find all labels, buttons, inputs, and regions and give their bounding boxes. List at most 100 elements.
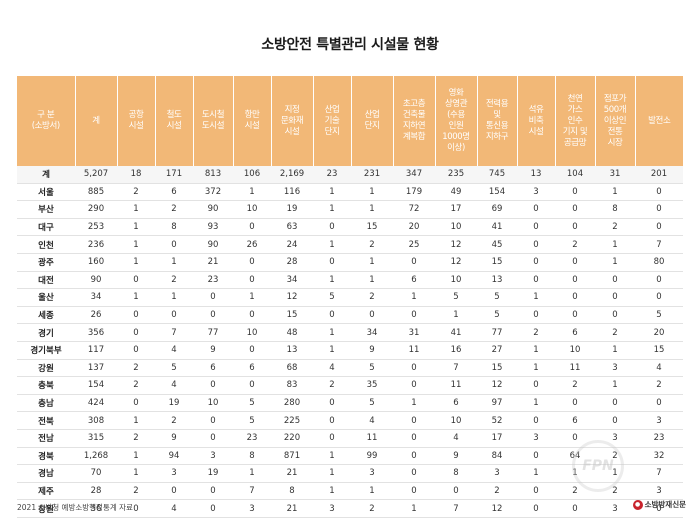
table-cell: 0: [233, 253, 271, 272]
table-cell: 356: [75, 323, 117, 342]
table-cell: 77: [477, 323, 517, 342]
table-row: 광주 160 1 1 21 0 28 0 1 0 12 15 0 0 1 80: [17, 253, 683, 272]
table-cell: 1: [393, 288, 435, 307]
table-cell: 9: [435, 447, 477, 466]
table-cell: 1: [595, 235, 635, 254]
table-cell: 4: [155, 499, 193, 518]
table-cell: 0: [595, 411, 635, 430]
column-header: 초고층 건축물 지하연 계복합: [393, 76, 436, 166]
table-row: 경기북부 117 0 4 9 0 13 1 9 11 16 27 1 10 1 15: [17, 341, 683, 360]
table-cell: 0: [393, 359, 435, 378]
row-label: 강원: [17, 359, 75, 378]
table-cell: 18: [117, 166, 155, 184]
column-header: 철도 시설: [155, 76, 194, 166]
table-cell: 8: [155, 218, 193, 237]
table-cell: 19: [155, 394, 193, 413]
table-cell: 0: [393, 411, 435, 430]
table-cell: 19: [271, 200, 313, 219]
table-cell: 1: [517, 341, 555, 360]
table-cell: 99: [351, 447, 393, 466]
table-cell: 0: [555, 200, 595, 219]
table-cell: 1: [393, 499, 435, 518]
table-cell: 0: [635, 218, 683, 237]
brand-logo-icon: ●: [632, 499, 643, 510]
row-label: 광주: [17, 253, 75, 272]
table-cell: 1: [155, 288, 193, 307]
table-cell: 160: [75, 253, 117, 272]
row-label: 전북: [17, 411, 75, 430]
total-row: 계 5,207 18 171 813 106 2,169 23 231 347 235 745 13 10…: [17, 166, 683, 184]
column-header: 지정 문화재 시설: [271, 76, 314, 166]
table-cell: 2: [555, 235, 595, 254]
table-cell: 16: [435, 341, 477, 360]
table-row: 제주 28 2 0 0 7 8 1 1 0 0 2 0 2 2 3: [17, 482, 683, 501]
table-cell: 1: [595, 253, 635, 272]
table-cell: 2: [117, 359, 155, 378]
table-cell: 5: [155, 359, 193, 378]
table-cell: 15: [351, 218, 393, 237]
table-cell: 2: [351, 235, 393, 254]
column-header: 도시철 도시설: [193, 76, 234, 166]
table-cell: 20: [393, 218, 435, 237]
table-cell: 0: [313, 411, 351, 430]
table-cell: 1: [117, 411, 155, 430]
table-cell: 2: [155, 200, 193, 219]
table-cell: 0: [595, 271, 635, 290]
table-cell: 11: [351, 429, 393, 448]
table-cell: 23: [635, 429, 683, 448]
table-cell: 1: [233, 464, 271, 483]
table-cell: 13: [477, 271, 517, 290]
table-row: 충남 424 0 19 10 5 280 0 5 1 6 97 1 0 0 0: [17, 394, 683, 413]
table-cell: 0: [555, 271, 595, 290]
table-cell: 15: [271, 306, 313, 325]
table-cell: 5: [635, 306, 683, 325]
table-cell: 0: [193, 306, 233, 325]
column-header: 공항 시설: [117, 76, 156, 166]
table-cell: 34: [351, 323, 393, 342]
table-cell: 1: [313, 323, 351, 342]
table-cell: 1: [117, 200, 155, 219]
table-cell: 41: [435, 323, 477, 342]
column-header: 영화 상영관 (수용 인원 1000명 이상): [435, 76, 478, 166]
row-label: 대구: [17, 218, 75, 237]
table-cell: 17: [435, 200, 477, 219]
table-cell: 27: [477, 341, 517, 360]
table-cell: 4: [435, 429, 477, 448]
table-cell: 5: [351, 394, 393, 413]
table-cell: 0: [517, 376, 555, 395]
table-row: 서울 885 2 6 372 1 116 1 1 179 49 154 3 0 1 0: [17, 183, 683, 202]
table-row: 창원 56 0 4 0 3 21 3 2 1 7 12 0 0 3 0: [17, 499, 683, 518]
table-cell: 49: [435, 183, 477, 202]
table-cell: 0: [595, 394, 635, 413]
table-cell: 10: [233, 323, 271, 342]
table-cell: 0: [517, 235, 555, 254]
table-cell: 5: [477, 288, 517, 307]
table-cell: 20: [635, 323, 683, 342]
table-row: 울산 34 1 1 0 1 12 5 2 1 5 5 1 0 0 0: [17, 288, 683, 307]
table-cell: 2: [351, 288, 393, 307]
table-cell: 1: [313, 183, 351, 202]
table-cell: 372: [193, 183, 233, 202]
table-cell: 0: [635, 200, 683, 219]
table-row: 전남 315 2 9 0 23 220 0 11 0 4 17 3 0 3 23: [17, 429, 683, 448]
table-cell: 4: [155, 341, 193, 360]
table-cell: 0: [117, 306, 155, 325]
row-label: 인천: [17, 235, 75, 254]
table-cell: 1: [351, 183, 393, 202]
table-cell: 1: [351, 200, 393, 219]
table-cell: 0: [193, 429, 233, 448]
table-cell: 7: [435, 499, 477, 518]
table-cell: 201: [635, 166, 683, 184]
table-cell: 3: [517, 183, 555, 202]
table-row: 부산 290 1 2 90 10 19 1 1 72 17 69 0 0 8 0: [17, 200, 683, 219]
table-cell: 0: [193, 288, 233, 307]
table-cell: 0: [393, 429, 435, 448]
table-cell: 0: [351, 306, 393, 325]
table-cell: 2: [595, 323, 635, 342]
table-cell: 0: [555, 253, 595, 272]
table-cell: 2: [117, 376, 155, 395]
row-label: 부산: [17, 200, 75, 219]
table-cell: 0: [555, 183, 595, 202]
table-cell: 15: [477, 253, 517, 272]
table-cell: 0: [517, 447, 555, 466]
